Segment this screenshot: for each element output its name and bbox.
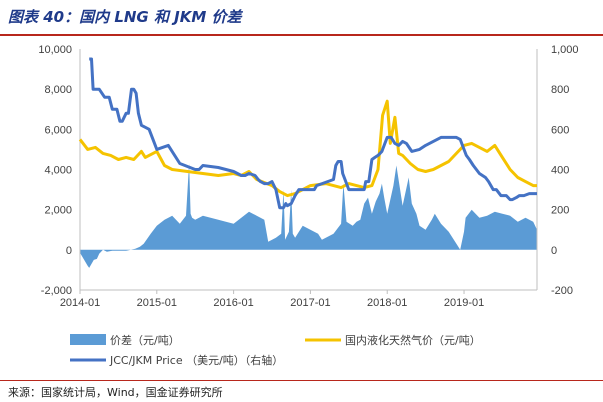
x-tick-label: 2014-01 bbox=[60, 297, 100, 309]
x-tick-label: 2016-01 bbox=[213, 297, 253, 309]
left-tick-label: 4,000 bbox=[44, 165, 72, 177]
chart-svg: -2,000 0 2,000 4,000 6,000 8,000 10,000 -200 0 20… bbox=[38, 44, 578, 367]
right-tick-label: 400 bbox=[551, 165, 569, 177]
right-tick-label: 600 bbox=[551, 124, 569, 136]
right-tick-label: 800 bbox=[551, 84, 569, 96]
left-tick-label: 8,000 bbox=[44, 84, 72, 96]
x-tick-label: 2018-01 bbox=[367, 297, 407, 309]
legend-lng-label: 国内液化天然气价（元/吨） bbox=[345, 333, 481, 347]
right-tick-label: 0 bbox=[551, 245, 557, 257]
legend-jkm-label: JCC/JKM Price （美元/吨）（右轴） bbox=[109, 353, 283, 367]
legend-spread-swatch bbox=[70, 334, 106, 345]
x-tick-label: 2017-01 bbox=[290, 297, 330, 309]
right-tick-label: 200 bbox=[551, 205, 569, 217]
lines-layer bbox=[78, 57, 537, 210]
legend: 价差（元/吨） 国内液化天然气价（元/吨） JCC/JKM Price （美元/吨）… bbox=[70, 333, 481, 367]
source-rule bbox=[0, 380, 603, 381]
left-tick-label: 2,000 bbox=[44, 205, 72, 217]
title-rule bbox=[0, 34, 603, 36]
x-tick-label: 2019-01 bbox=[444, 297, 484, 309]
chart-title: 图表 40：国内 LNG 和 JKM 价差 bbox=[8, 8, 242, 26]
left-tick-label: -2,000 bbox=[41, 285, 72, 297]
x-tick-label: 2015-01 bbox=[137, 297, 177, 309]
axes-layer: -2,000 0 2,000 4,000 6,000 8,000 10,000 -200 0 20… bbox=[38, 44, 578, 309]
legend-spread-label: 价差（元/吨） bbox=[110, 333, 180, 347]
left-tick-label: 0 bbox=[66, 245, 72, 257]
jkm-price-line bbox=[89, 57, 537, 210]
spread-area-layer bbox=[80, 163, 537, 268]
spread-area bbox=[80, 163, 537, 268]
source-note: 来源：国家统计局，Wind，国金证券研究所 bbox=[8, 386, 223, 399]
left-tick-label: 10,000 bbox=[38, 44, 72, 56]
lng-price-line bbox=[78, 99, 537, 198]
left-tick-label: 6,000 bbox=[44, 124, 72, 136]
right-tick-label: -200 bbox=[551, 285, 573, 297]
right-tick-label: 1,000 bbox=[551, 44, 579, 56]
